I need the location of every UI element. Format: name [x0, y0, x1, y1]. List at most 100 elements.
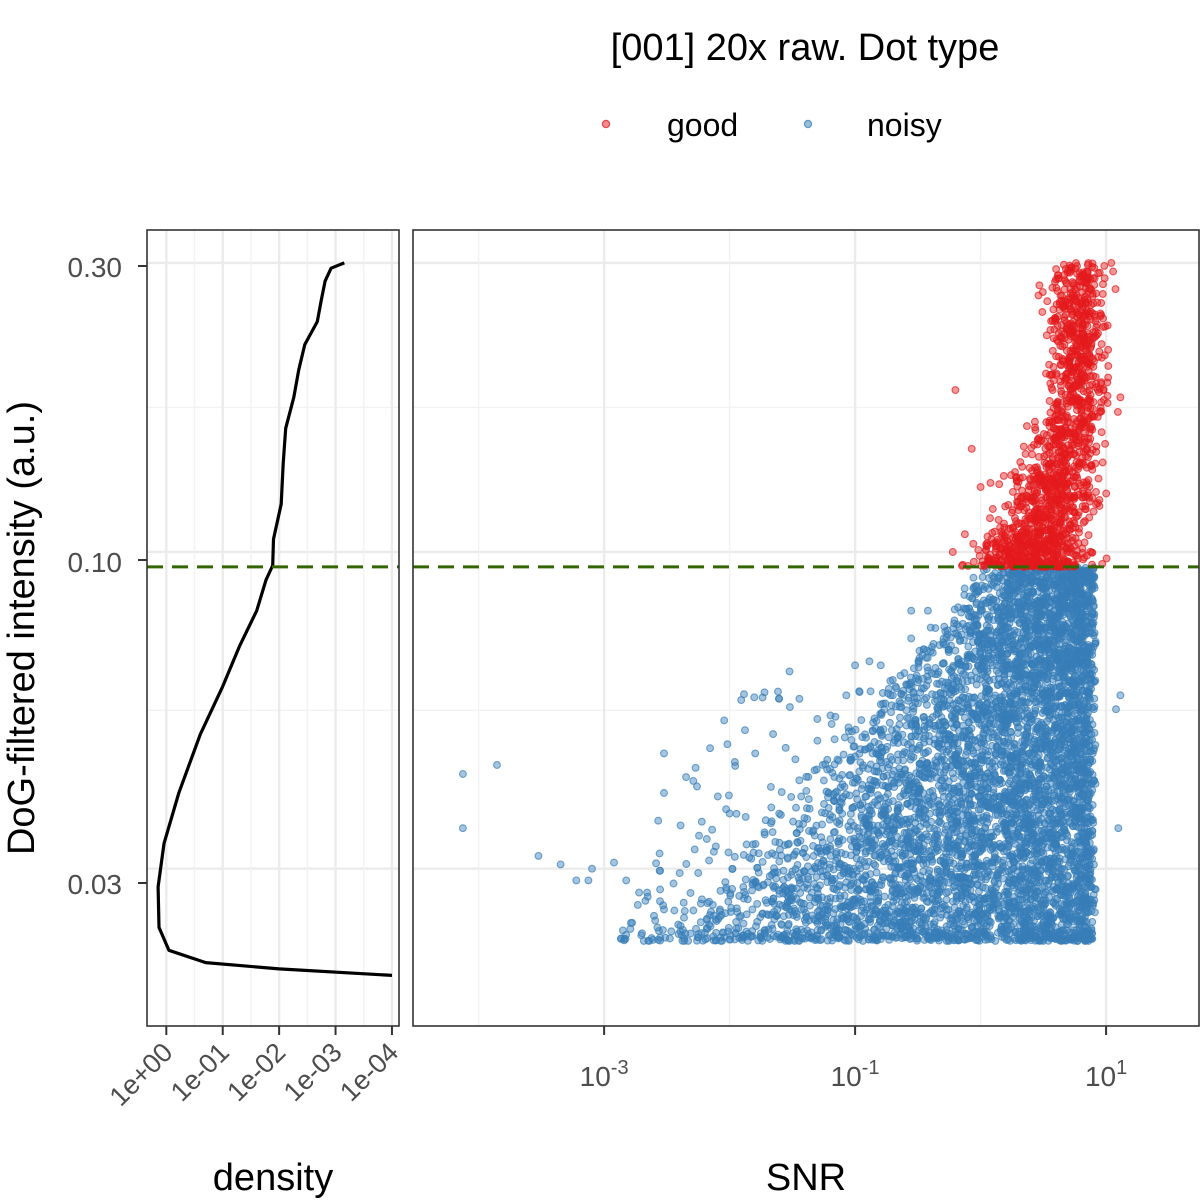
point-noisy [915, 744, 923, 752]
point-noisy [847, 736, 856, 744]
point-noisy [887, 726, 896, 735]
point-noisy [884, 684, 893, 693]
legend-label-noisy: noisy [867, 107, 942, 143]
point-noisy [887, 708, 896, 717]
point-noisy [840, 891, 849, 900]
point-noisy [1006, 614, 1015, 623]
point-noisy [835, 774, 844, 783]
point-noisy [1032, 727, 1040, 736]
point-noisy [779, 912, 788, 921]
series-noisy [458, 563, 1125, 945]
point-noisy [874, 791, 882, 800]
point-noisy [957, 685, 966, 694]
point-noisy [689, 906, 698, 915]
point-noisy [865, 835, 874, 844]
point-noisy [907, 682, 916, 691]
point-noisy [948, 769, 957, 778]
point-noisy [793, 860, 802, 869]
legend: [001] 20x raw. Dot type good noisy [601, 27, 1000, 143]
point-noisy [776, 810, 785, 819]
point-noisy [819, 776, 828, 785]
point-noisy [880, 892, 889, 901]
point-noisy [888, 676, 897, 684]
point-noisy [1082, 705, 1091, 714]
point-noisy [754, 849, 763, 858]
point-noisy [1063, 836, 1071, 845]
point-noisy [972, 833, 981, 842]
point-noisy [928, 786, 937, 795]
point-noisy [947, 929, 955, 938]
point-noisy [872, 868, 881, 877]
point-noisy [924, 747, 933, 756]
point-noisy [1036, 876, 1044, 885]
point-noisy [978, 883, 987, 892]
point-noisy [832, 856, 841, 865]
point-noisy [930, 890, 939, 898]
point-noisy [900, 669, 909, 678]
point-noisy [992, 883, 1000, 892]
legend-key-good [601, 119, 611, 129]
point-noisy [960, 584, 969, 593]
point-noisy [990, 849, 999, 858]
point-noisy [977, 844, 986, 853]
point-noisy [1072, 882, 1081, 891]
y-tick-label: 0.10 [68, 547, 123, 578]
point-noisy [1001, 867, 1010, 876]
point-noisy [989, 675, 998, 684]
point-noisy [1041, 724, 1050, 733]
point-noisy [947, 784, 956, 793]
point-noisy [905, 785, 914, 794]
density-panel-border [146, 229, 400, 1027]
density-curve [156, 261, 393, 977]
point-noisy [790, 850, 799, 859]
point-noisy [950, 605, 959, 614]
point-noisy [903, 836, 912, 845]
scatter-grid [413, 230, 1199, 1026]
point-noisy [761, 896, 770, 905]
density-x-axis-label: density [213, 1157, 333, 1199]
point-noisy [832, 847, 841, 856]
point-noisy [921, 731, 930, 740]
point-noisy [942, 922, 951, 931]
point-noisy [919, 674, 928, 683]
point-noisy [956, 635, 965, 644]
point-noisy [969, 573, 978, 582]
point-noisy [953, 674, 962, 682]
y-tick-label: 0.03 [68, 869, 123, 900]
point-noisy [787, 792, 796, 801]
point-noisy [839, 750, 848, 759]
point-noisy [922, 897, 931, 906]
legend-title: [001] 20x raw. Dot type [611, 27, 1000, 69]
point-noisy [930, 697, 939, 706]
point-noisy [952, 827, 961, 836]
y-axis-label: DoG-filtered intensity (a.u.) [1, 401, 43, 855]
point-noisy [864, 764, 873, 773]
point-noisy [730, 852, 739, 861]
point-noisy [797, 792, 806, 801]
point-noisy [990, 578, 999, 587]
point-noisy [742, 910, 751, 919]
point-noisy [938, 882, 947, 891]
y-ticks [138, 265, 147, 884]
point-noisy [1041, 888, 1050, 896]
point-noisy [777, 920, 786, 929]
point-noisy [739, 850, 748, 859]
point-noisy [994, 824, 1003, 833]
point-noisy [741, 875, 750, 884]
point-noisy [840, 733, 849, 742]
point-noisy [941, 721, 950, 730]
point-noisy [972, 826, 981, 835]
point-noisy [991, 756, 999, 765]
point-noisy [1028, 811, 1037, 820]
point-noisy [804, 795, 813, 804]
point-noisy [994, 669, 1003, 678]
point-noisy [939, 930, 948, 939]
point-noisy [739, 883, 748, 891]
point-noisy [964, 822, 973, 831]
point-noisy [1044, 753, 1052, 762]
point-noisy [937, 910, 946, 919]
point-noisy [884, 733, 893, 742]
point-noisy [840, 782, 849, 791]
point-noisy [891, 839, 900, 848]
